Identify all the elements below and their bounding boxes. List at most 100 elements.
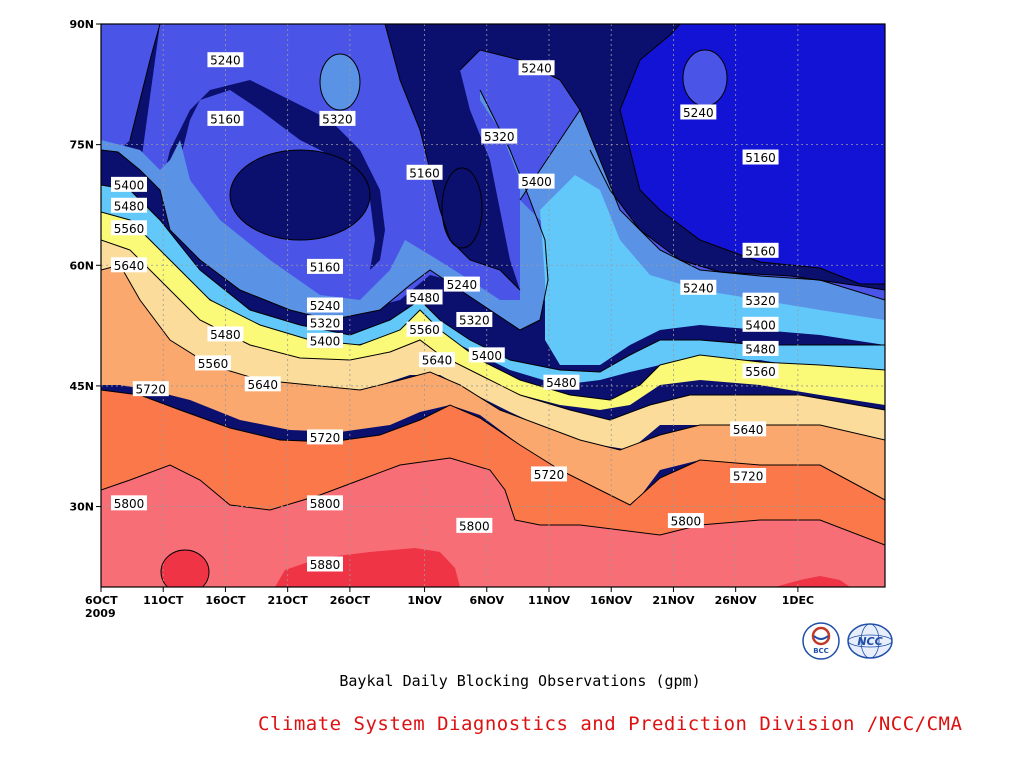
y-tick-label: 30N <box>69 501 94 514</box>
contour-label-bg <box>307 332 343 348</box>
bcc-logo-text: BCC <box>813 647 829 655</box>
contour-label-bg <box>111 220 147 236</box>
contour-5880-west-ring <box>160 549 210 587</box>
contour-5320-pocket-ring <box>319 53 361 111</box>
contour-label: 5160 <box>745 244 776 258</box>
y-axis: 30N 45N 60N 75N 90N <box>69 18 101 514</box>
contour-label-bg <box>456 311 493 327</box>
y-tick-label: 90N <box>69 18 94 31</box>
contour-label-bg <box>742 149 779 165</box>
contour-label: 5240 <box>447 278 478 292</box>
contour-label-bg <box>443 276 480 292</box>
x-tick-sublabel: 2009 <box>85 607 116 620</box>
contour-label: 5480 <box>114 199 145 213</box>
credit-line: Climate System Diagnostics and Predictio… <box>258 713 963 735</box>
plot-frame <box>100 23 886 588</box>
band-5880-west <box>161 550 209 587</box>
contour-label-bg <box>406 164 443 180</box>
contour-label: 5160 <box>409 166 440 180</box>
contour-label: 5400 <box>114 178 145 192</box>
contour-label: 5560 <box>409 323 440 337</box>
contour-label: 5560 <box>114 222 145 236</box>
contour-label-bg <box>195 355 231 371</box>
contour-label: 5320 <box>322 112 353 126</box>
contour-5160-line <box>619 24 885 285</box>
contour-label-bg <box>111 176 147 192</box>
contour-label: 5480 <box>210 328 241 342</box>
x-tick-label: 6NOV <box>470 594 505 607</box>
contour-label-bg <box>742 316 779 332</box>
contour-label: 5320 <box>484 130 515 144</box>
contour-label: 5400 <box>521 175 552 189</box>
band-5880-east <box>775 576 850 587</box>
contour-label: 5320 <box>310 317 341 331</box>
band-5400 <box>101 175 885 385</box>
x-tick-label: 16NOV <box>590 594 633 607</box>
contour-5400-line <box>101 184 885 373</box>
band-5320 <box>101 90 885 330</box>
contour-label-bg <box>742 292 779 308</box>
contour-label-bg <box>111 495 147 511</box>
contour-label: 5800 <box>114 497 145 511</box>
contour-label: 5720 <box>733 470 764 484</box>
band-5640 <box>101 265 885 510</box>
contour-label-bg <box>244 376 281 392</box>
band-5720 <box>101 390 885 545</box>
contour-label-bg <box>531 466 567 482</box>
contour-label: 5480 <box>409 291 440 305</box>
contour-label: 5720 <box>534 468 565 482</box>
contour-label-bg <box>307 297 343 313</box>
cold-core-center <box>442 168 482 248</box>
contour-5640-line <box>101 264 885 451</box>
x-tick-label: 26NOV <box>715 594 758 607</box>
contour-label: 5160 <box>210 112 241 126</box>
contour-label-bg <box>406 289 443 305</box>
contour-label-bg <box>543 374 580 390</box>
contour-labels: 5240 5160 5320 5400 5480 5560 5640 5160 5240 5320… <box>111 52 779 572</box>
contour-label-bg <box>468 347 505 363</box>
band-5880-center <box>275 548 460 587</box>
contour-label-bg <box>207 52 244 68</box>
x-tick-label: 21OCT <box>268 594 309 607</box>
contour-label: 5400 <box>745 318 776 332</box>
contour-label: 5480 <box>745 342 776 356</box>
contour-label-bg <box>518 60 555 76</box>
contour-label-bg <box>742 363 779 379</box>
contour-label-bg <box>680 104 717 120</box>
x-tick-label: 1NOV <box>407 594 442 607</box>
x-tick-label: 16OCT <box>205 594 246 607</box>
y-tick-label: 60N <box>69 259 94 272</box>
ncc-logo: NCC <box>847 622 893 660</box>
warm-pocket-ne <box>683 50 727 106</box>
x-tick-label: 11NOV <box>528 594 571 607</box>
contour-label: 5400 <box>310 334 341 348</box>
contour-5240-line <box>129 24 885 291</box>
contour-label: 5560 <box>198 357 229 371</box>
bcc-logo: BCC <box>802 622 840 660</box>
contour-label-bg <box>667 513 704 529</box>
plot-area: 5240 5160 5320 5400 5480 5560 5640 5160 5240 5320… <box>101 24 885 587</box>
y-tick-label: 45N <box>69 380 94 393</box>
contour-label-bg <box>132 381 169 397</box>
contour-5800-line <box>101 457 885 546</box>
contour-label: 5800 <box>671 515 702 529</box>
contour-label: 5800 <box>310 497 341 511</box>
contour-label-bg <box>207 326 244 342</box>
contour-label-bg <box>406 321 443 337</box>
ncc-logo-text: NCC <box>857 635 882 648</box>
band-5560 <box>101 240 885 450</box>
contour-label-bg <box>730 421 767 437</box>
contour-label-bg <box>307 556 343 572</box>
contour-label-bg <box>111 257 147 273</box>
contour-label-bg <box>481 128 518 144</box>
contour-5160-center-ring <box>441 167 483 249</box>
contour-label-bg <box>319 110 356 126</box>
x-tick-label: 6OCT <box>85 594 118 607</box>
x-tick-label: 21NOV <box>652 594 695 607</box>
contour-label-bg <box>307 315 343 331</box>
contour-label: 5240 <box>310 299 341 313</box>
band-5240 <box>101 24 160 152</box>
contour-label: 5400 <box>472 349 503 363</box>
contour-label: 5640 <box>422 354 453 368</box>
gridlines <box>101 24 885 587</box>
